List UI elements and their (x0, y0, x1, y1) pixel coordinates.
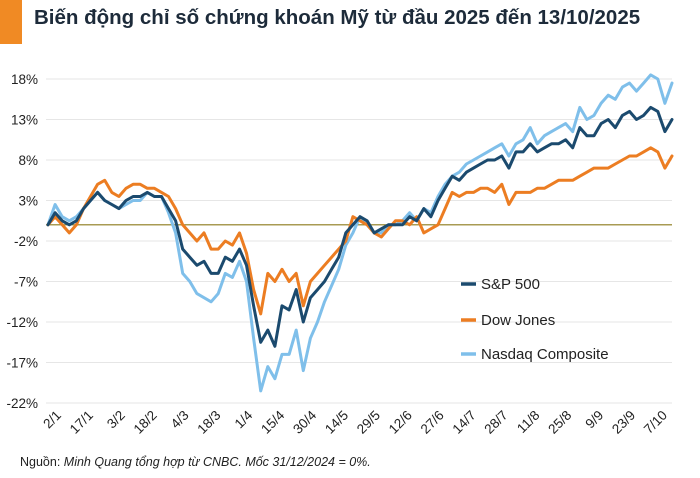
source-note: Nguồn: Minh Quang tổng hợp từ CNBC. Mốc … (20, 455, 371, 469)
title-bar: Biến động chỉ số chứng khoán Mỹ từ đầu 2… (0, 0, 700, 44)
x-tick-label: 15/4 (258, 407, 288, 437)
title-accent-bar (0, 0, 22, 44)
chart-title: Biến động chỉ số chứng khoán Mỹ từ đầu 2… (34, 6, 641, 29)
series-line-s-p-500 (46, 105, 674, 348)
y-tick-label: 18% (11, 72, 38, 87)
series-line-dow-jones (46, 146, 674, 316)
x-tick-label: 27/6 (418, 408, 447, 437)
y-tick-label: 13% (11, 113, 38, 128)
source-prefix: Nguồn: (20, 455, 64, 469)
x-tick-label: 11/8 (514, 408, 542, 436)
y-tick-label: -2% (14, 234, 38, 249)
y-tick-label: -22% (6, 396, 38, 411)
x-tick-label: 18/3 (194, 408, 223, 437)
x-tick-label: 9/9 (582, 408, 606, 432)
y-tick-label: 8% (18, 153, 38, 168)
y-tick-label: -12% (6, 315, 38, 330)
x-tick-label: 14/5 (322, 408, 351, 437)
x-axis: 2/1 17/1 3/2 18/2 4/3 18/3 1/4 15/4 30/4 14/5 29/5… (40, 407, 670, 437)
line-chart: 18%13%8%3%-2%-7%-12%-17%-22% 2/1 17/1 3/2 1… (6, 72, 674, 437)
x-tick-label: 29/5 (354, 408, 383, 437)
legend-label: S&P 500 (481, 276, 540, 293)
legend: S&P 500 Dow Jones Nasdaq Composite (461, 276, 609, 363)
x-tick-label: 2/1 (40, 408, 64, 432)
y-tick-label: 3% (18, 194, 38, 209)
x-tick-label: 12/6 (386, 408, 415, 437)
series-lines (46, 73, 674, 393)
x-tick-label: 3/2 (104, 408, 128, 432)
gridlines (46, 78, 672, 404)
x-tick-label: 4/3 (168, 408, 192, 432)
series-line-nasdaq-composite (46, 73, 674, 393)
x-tick-label: 7/10 (641, 408, 670, 437)
legend-label: Nasdaq Composite (481, 346, 609, 363)
y-axis: 18% 13% 8% 3% -2% -7% -12% -17% -22% (6, 72, 38, 411)
x-tick-label: 28/7 (481, 408, 510, 437)
x-tick-label: 18/2 (131, 408, 160, 437)
x-tick-label: 23/9 (609, 408, 638, 437)
source-text: Minh Quang tổng hợp từ CNBC. Mốc 31/12/2… (63, 455, 371, 469)
x-tick-label: 30/4 (290, 407, 320, 437)
x-tick-label: 25/8 (545, 408, 574, 437)
x-tick-label: 1/4 (232, 407, 256, 431)
legend-label: Dow Jones (481, 312, 555, 329)
x-tick-label: 14/7 (450, 408, 479, 437)
y-tick-label: -17% (6, 356, 38, 371)
y-tick-label: -7% (14, 275, 38, 290)
x-tick-label: 17/1 (67, 408, 96, 437)
